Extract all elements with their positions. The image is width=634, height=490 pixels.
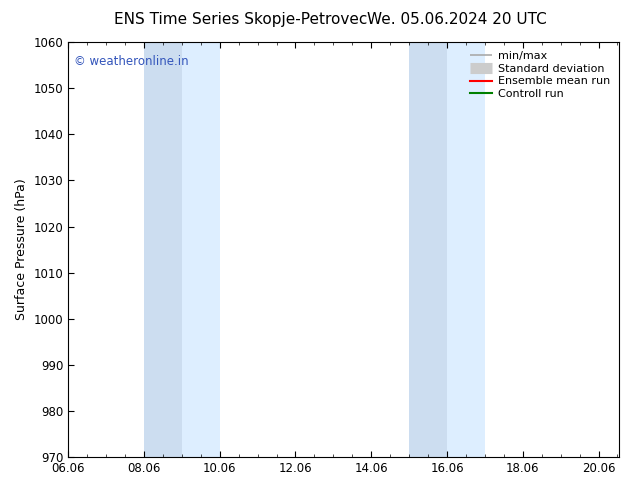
Text: © weatheronline.in: © weatheronline.in xyxy=(74,54,188,68)
Text: We. 05.06.2024 20 UTC: We. 05.06.2024 20 UTC xyxy=(366,12,547,27)
Legend: min/max, Standard deviation, Ensemble mean run, Controll run: min/max, Standard deviation, Ensemble me… xyxy=(467,48,614,102)
Bar xyxy=(182,42,220,457)
Bar xyxy=(447,42,485,457)
Bar xyxy=(409,42,447,457)
Y-axis label: Surface Pressure (hPa): Surface Pressure (hPa) xyxy=(15,179,28,320)
Text: ENS Time Series Skopje-Petrovec: ENS Time Series Skopje-Petrovec xyxy=(114,12,368,27)
Bar xyxy=(144,42,182,457)
